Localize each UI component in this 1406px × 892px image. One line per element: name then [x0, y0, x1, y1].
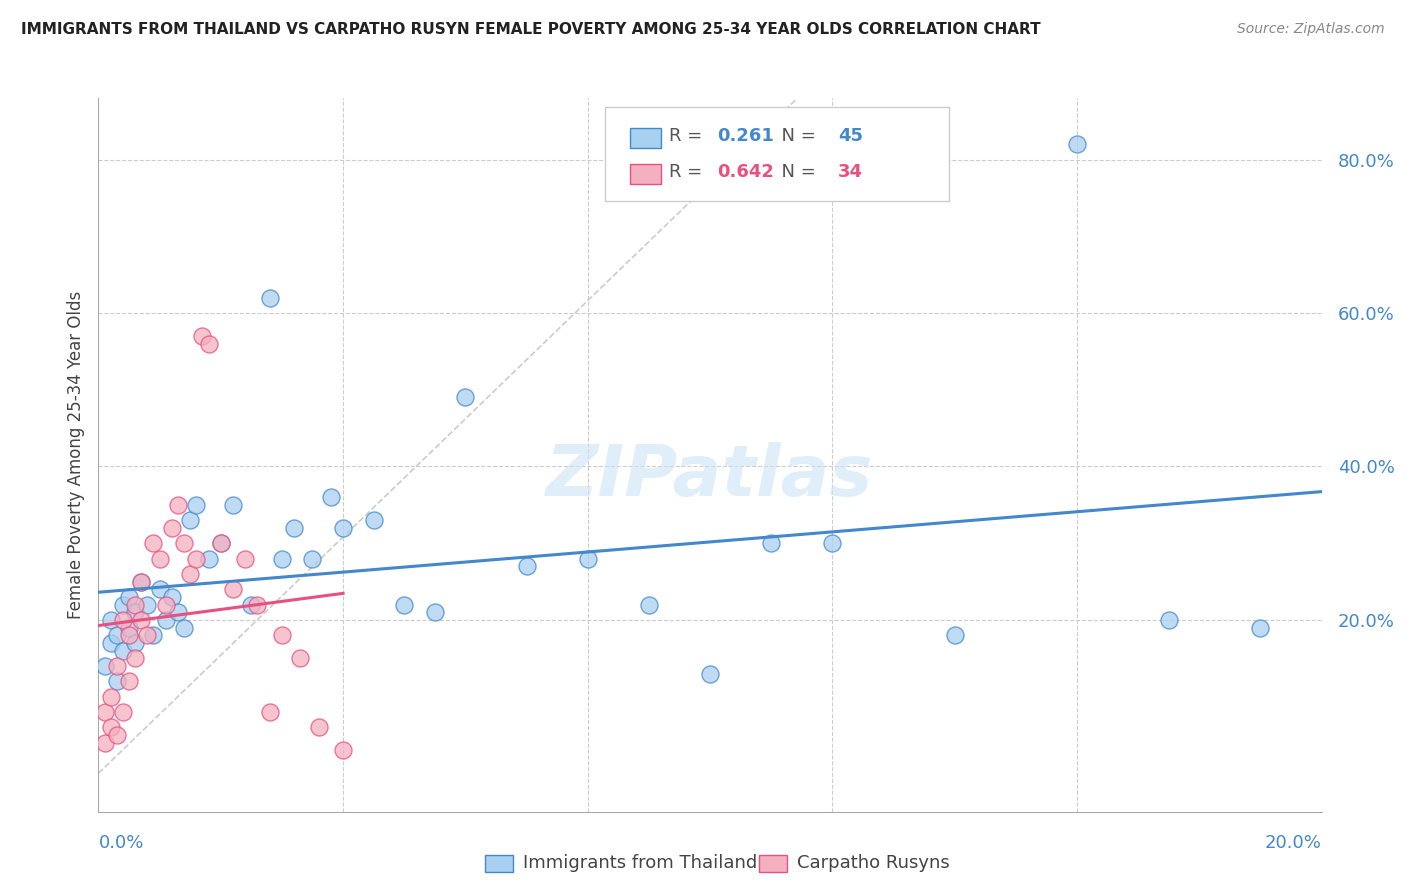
Point [332, 521, 354, 535]
Point [142, 536, 165, 550]
Point [105, 674, 128, 689]
Point [197, 336, 219, 351]
Point [118, 674, 141, 689]
Point [142, 628, 165, 642]
Point [155, 598, 177, 612]
Point [111, 643, 134, 657]
Point [124, 605, 146, 619]
Point [124, 598, 146, 612]
Point [821, 536, 844, 550]
Text: N =: N = [770, 163, 823, 181]
Point [167, 498, 190, 512]
Y-axis label: Female Poverty Among 25-34 Year Olds: Female Poverty Among 25-34 Year Olds [66, 291, 84, 619]
Point [118, 621, 141, 635]
Text: 0.0%: 0.0% [98, 834, 143, 852]
Point [111, 598, 134, 612]
Point [93, 659, 115, 673]
Point [454, 390, 477, 404]
Point [319, 490, 342, 504]
Point [290, 651, 312, 665]
Point [100, 636, 122, 650]
Point [105, 659, 128, 673]
Point [209, 536, 232, 550]
Point [155, 613, 177, 627]
Point [124, 651, 146, 665]
Point [308, 720, 330, 734]
Point [259, 705, 281, 719]
Point [105, 628, 128, 642]
Point [191, 329, 214, 343]
Point [118, 590, 141, 604]
Point [100, 720, 122, 734]
Point [129, 574, 152, 589]
Point [173, 536, 195, 550]
Point [1157, 613, 1180, 627]
Point [100, 613, 122, 627]
Point [129, 574, 152, 589]
Point [363, 513, 385, 527]
Point [111, 613, 134, 627]
Point [240, 598, 263, 612]
Point [637, 598, 661, 612]
Point [173, 621, 195, 635]
Point [179, 566, 201, 581]
Point [301, 551, 323, 566]
Point [423, 605, 446, 619]
Point [209, 536, 232, 550]
Point [105, 728, 128, 742]
Point [332, 743, 354, 757]
Text: Source: ZipAtlas.com: Source: ZipAtlas.com [1237, 22, 1385, 37]
Point [233, 551, 256, 566]
Point [197, 551, 219, 566]
Point [149, 582, 172, 597]
Point [149, 551, 172, 566]
Point [392, 598, 416, 612]
Text: R =: R = [669, 163, 709, 181]
Point [167, 605, 190, 619]
Point [576, 551, 599, 566]
Text: N =: N = [770, 128, 823, 145]
Point [699, 666, 721, 681]
Point [93, 736, 115, 750]
Text: 0.642: 0.642 [717, 163, 773, 181]
Text: ZIPatlas: ZIPatlas [547, 442, 873, 511]
Point [222, 498, 245, 512]
Point [160, 590, 183, 604]
Point [118, 628, 141, 642]
Text: 34: 34 [838, 163, 863, 181]
Point [246, 598, 269, 612]
Text: Immigrants from Thailand: Immigrants from Thailand [523, 854, 758, 871]
Point [111, 705, 134, 719]
Point [270, 628, 292, 642]
Point [283, 521, 305, 535]
Point [516, 559, 538, 574]
Point [136, 598, 159, 612]
Point [759, 536, 782, 550]
Point [136, 628, 159, 642]
Point [222, 582, 245, 597]
Point [259, 291, 281, 305]
Point [129, 613, 152, 627]
Point [186, 498, 208, 512]
Text: 45: 45 [838, 128, 863, 145]
Text: Carpatho Rusyns: Carpatho Rusyns [797, 854, 950, 871]
Point [93, 705, 115, 719]
Point [100, 690, 122, 704]
Point [943, 628, 966, 642]
Point [124, 636, 146, 650]
Point [1066, 137, 1088, 152]
Text: 20.0%: 20.0% [1265, 834, 1322, 852]
Text: R =: R = [669, 128, 709, 145]
Text: IMMIGRANTS FROM THAILAND VS CARPATHO RUSYN FEMALE POVERTY AMONG 25-34 YEAR OLDS : IMMIGRANTS FROM THAILAND VS CARPATHO RUS… [21, 22, 1040, 37]
Point [160, 521, 183, 535]
Point [186, 551, 208, 566]
Point [1249, 621, 1271, 635]
Point [270, 551, 292, 566]
Point [179, 513, 201, 527]
Text: 0.261: 0.261 [717, 128, 773, 145]
